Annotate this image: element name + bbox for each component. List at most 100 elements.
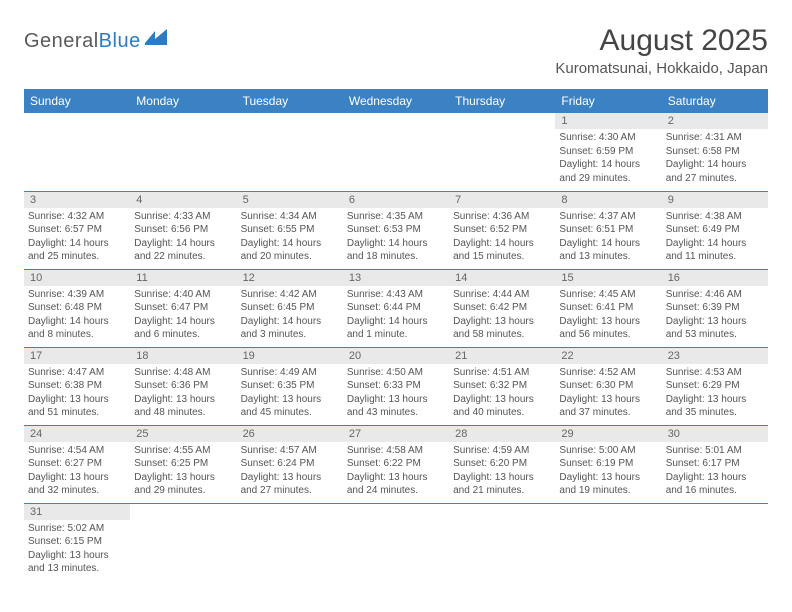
calendar-cell: 11Sunrise: 4:40 AMSunset: 6:47 PMDayligh… — [130, 269, 236, 347]
day-details: Sunrise: 4:45 AMSunset: 6:41 PMDaylight:… — [555, 286, 661, 346]
day-number: 6 — [343, 192, 449, 208]
calendar-cell: 10Sunrise: 4:39 AMSunset: 6:48 PMDayligh… — [24, 269, 130, 347]
day-details: Sunrise: 4:49 AMSunset: 6:35 PMDaylight:… — [237, 364, 343, 424]
day-number: 12 — [237, 270, 343, 286]
calendar-cell: 17Sunrise: 4:47 AMSunset: 6:38 PMDayligh… — [24, 347, 130, 425]
day-details: Sunrise: 5:01 AMSunset: 6:17 PMDaylight:… — [662, 442, 768, 502]
calendar-cell: 29Sunrise: 5:00 AMSunset: 6:19 PMDayligh… — [555, 425, 661, 503]
day-number: 14 — [449, 270, 555, 286]
day-number: 17 — [24, 348, 130, 364]
day-details: Sunrise: 4:35 AMSunset: 6:53 PMDaylight:… — [343, 208, 449, 268]
day-details: Sunrise: 4:48 AMSunset: 6:36 PMDaylight:… — [130, 364, 236, 424]
day-details: Sunrise: 4:58 AMSunset: 6:22 PMDaylight:… — [343, 442, 449, 502]
day-details: Sunrise: 4:55 AMSunset: 6:25 PMDaylight:… — [130, 442, 236, 502]
calendar-cell: 18Sunrise: 4:48 AMSunset: 6:36 PMDayligh… — [130, 347, 236, 425]
calendar-cell-empty — [555, 503, 661, 581]
calendar-body: 1Sunrise: 4:30 AMSunset: 6:59 PMDaylight… — [24, 113, 768, 581]
calendar-cell-empty — [343, 503, 449, 581]
day-number: 23 — [662, 348, 768, 364]
calendar-row: 3Sunrise: 4:32 AMSunset: 6:57 PMDaylight… — [24, 191, 768, 269]
day-details: Sunrise: 4:46 AMSunset: 6:39 PMDaylight:… — [662, 286, 768, 346]
calendar-cell: 12Sunrise: 4:42 AMSunset: 6:45 PMDayligh… — [237, 269, 343, 347]
calendar-row: 17Sunrise: 4:47 AMSunset: 6:38 PMDayligh… — [24, 347, 768, 425]
calendar-cell-empty — [449, 503, 555, 581]
calendar-row: 1Sunrise: 4:30 AMSunset: 6:59 PMDaylight… — [24, 113, 768, 191]
day-number: 13 — [343, 270, 449, 286]
day-number: 3 — [24, 192, 130, 208]
day-number: 30 — [662, 426, 768, 442]
day-number: 9 — [662, 192, 768, 208]
calendar-cell: 30Sunrise: 5:01 AMSunset: 6:17 PMDayligh… — [662, 425, 768, 503]
day-number: 10 — [24, 270, 130, 286]
day-number: 25 — [130, 426, 236, 442]
calendar-cell: 26Sunrise: 4:57 AMSunset: 6:24 PMDayligh… — [237, 425, 343, 503]
day-details: Sunrise: 4:37 AMSunset: 6:51 PMDaylight:… — [555, 208, 661, 268]
day-number: 7 — [449, 192, 555, 208]
calendar-cell: 25Sunrise: 4:55 AMSunset: 6:25 PMDayligh… — [130, 425, 236, 503]
day-details: Sunrise: 4:44 AMSunset: 6:42 PMDaylight:… — [449, 286, 555, 346]
header: GeneralBlue August 2025 Kuromatsunai, Ho… — [24, 24, 768, 77]
day-details: Sunrise: 4:33 AMSunset: 6:56 PMDaylight:… — [130, 208, 236, 268]
logo: GeneralBlue — [24, 24, 171, 53]
calendar-cell: 21Sunrise: 4:51 AMSunset: 6:32 PMDayligh… — [449, 347, 555, 425]
day-number: 27 — [343, 426, 449, 442]
calendar-cell: 27Sunrise: 4:58 AMSunset: 6:22 PMDayligh… — [343, 425, 449, 503]
day-details: Sunrise: 4:38 AMSunset: 6:49 PMDaylight:… — [662, 208, 768, 268]
day-header: Sunday — [24, 89, 130, 113]
day-details: Sunrise: 4:59 AMSunset: 6:20 PMDaylight:… — [449, 442, 555, 502]
day-details: Sunrise: 4:50 AMSunset: 6:33 PMDaylight:… — [343, 364, 449, 424]
calendar-cell: 24Sunrise: 4:54 AMSunset: 6:27 PMDayligh… — [24, 425, 130, 503]
day-header-row: SundayMondayTuesdayWednesdayThursdayFrid… — [24, 89, 768, 113]
calendar-row: 31Sunrise: 5:02 AMSunset: 6:15 PMDayligh… — [24, 503, 768, 581]
title-block: August 2025 Kuromatsunai, Hokkaido, Japa… — [555, 24, 768, 77]
calendar-row: 10Sunrise: 4:39 AMSunset: 6:48 PMDayligh… — [24, 269, 768, 347]
day-details: Sunrise: 5:00 AMSunset: 6:19 PMDaylight:… — [555, 442, 661, 502]
day-number: 29 — [555, 426, 661, 442]
day-number: 1 — [555, 113, 661, 129]
day-number: 24 — [24, 426, 130, 442]
calendar-cell-empty — [24, 113, 130, 191]
calendar-cell: 9Sunrise: 4:38 AMSunset: 6:49 PMDaylight… — [662, 191, 768, 269]
day-number: 11 — [130, 270, 236, 286]
day-details: Sunrise: 4:42 AMSunset: 6:45 PMDaylight:… — [237, 286, 343, 346]
day-number: 31 — [24, 504, 130, 520]
day-details: Sunrise: 4:53 AMSunset: 6:29 PMDaylight:… — [662, 364, 768, 424]
day-header: Tuesday — [237, 89, 343, 113]
day-details: Sunrise: 4:32 AMSunset: 6:57 PMDaylight:… — [24, 208, 130, 268]
calendar-cell: 23Sunrise: 4:53 AMSunset: 6:29 PMDayligh… — [662, 347, 768, 425]
day-header: Saturday — [662, 89, 768, 113]
day-number: 16 — [662, 270, 768, 286]
day-details: Sunrise: 4:52 AMSunset: 6:30 PMDaylight:… — [555, 364, 661, 424]
day-number: 15 — [555, 270, 661, 286]
calendar-cell: 28Sunrise: 4:59 AMSunset: 6:20 PMDayligh… — [449, 425, 555, 503]
day-details: Sunrise: 4:51 AMSunset: 6:32 PMDaylight:… — [449, 364, 555, 424]
day-number: 2 — [662, 113, 768, 129]
month-title: August 2025 — [555, 24, 768, 58]
day-details: Sunrise: 4:39 AMSunset: 6:48 PMDaylight:… — [24, 286, 130, 346]
day-header: Wednesday — [343, 89, 449, 113]
calendar-cell: 15Sunrise: 4:45 AMSunset: 6:41 PMDayligh… — [555, 269, 661, 347]
calendar-cell-empty — [449, 113, 555, 191]
day-number: 8 — [555, 192, 661, 208]
day-details: Sunrise: 4:47 AMSunset: 6:38 PMDaylight:… — [24, 364, 130, 424]
calendar-cell: 5Sunrise: 4:34 AMSunset: 6:55 PMDaylight… — [237, 191, 343, 269]
calendar-cell: 1Sunrise: 4:30 AMSunset: 6:59 PMDaylight… — [555, 113, 661, 191]
location-text: Kuromatsunai, Hokkaido, Japan — [555, 60, 768, 77]
day-number: 26 — [237, 426, 343, 442]
calendar-cell-empty — [130, 503, 236, 581]
day-details: Sunrise: 4:40 AMSunset: 6:47 PMDaylight:… — [130, 286, 236, 346]
day-number: 20 — [343, 348, 449, 364]
calendar-table: SundayMondayTuesdayWednesdayThursdayFrid… — [24, 89, 768, 581]
day-header: Thursday — [449, 89, 555, 113]
logo-text-general: General — [24, 30, 99, 53]
calendar-cell: 4Sunrise: 4:33 AMSunset: 6:56 PMDaylight… — [130, 191, 236, 269]
calendar-cell-empty — [130, 113, 236, 191]
calendar-cell: 6Sunrise: 4:35 AMSunset: 6:53 PMDaylight… — [343, 191, 449, 269]
calendar-cell-empty — [237, 503, 343, 581]
calendar-cell-empty — [237, 113, 343, 191]
calendar-row: 24Sunrise: 4:54 AMSunset: 6:27 PMDayligh… — [24, 425, 768, 503]
flag-icon — [145, 29, 171, 52]
calendar-cell: 3Sunrise: 4:32 AMSunset: 6:57 PMDaylight… — [24, 191, 130, 269]
day-number: 21 — [449, 348, 555, 364]
calendar-cell-empty — [662, 503, 768, 581]
